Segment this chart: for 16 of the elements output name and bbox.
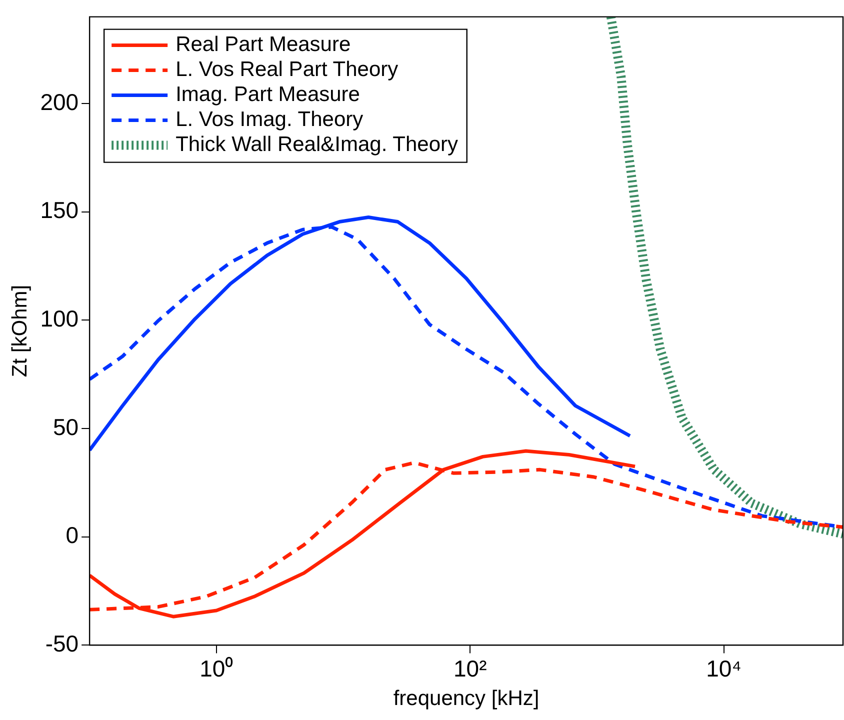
legend-label: L. Vos Real Part Theory [176,58,399,82]
y-tick-label: 50 [52,414,79,440]
legend-label: L. Vos Imag. Theory [176,108,364,132]
x-axis-title: frequency [kHz] [393,687,540,710]
y-tick-label: 0 [66,522,79,548]
x-tick-label: 10² [454,655,488,682]
y-tick-label: 100 [40,306,79,332]
y-axis-title: Zt [kOhm] [8,284,32,378]
legend-label: Real Part Measure [176,33,351,56]
x-tick-label: 10⁰ [200,655,234,682]
y-tick-label: 150 [40,197,79,224]
legend-label: Imag. Part Measure [176,83,360,106]
y-tick-label: 200 [40,88,79,115]
x-tick-label: 10⁴ [706,655,742,682]
legend-label: Thick Wall Real&Imag. Theory [176,133,458,156]
y-tick-label: -50 [45,630,79,657]
